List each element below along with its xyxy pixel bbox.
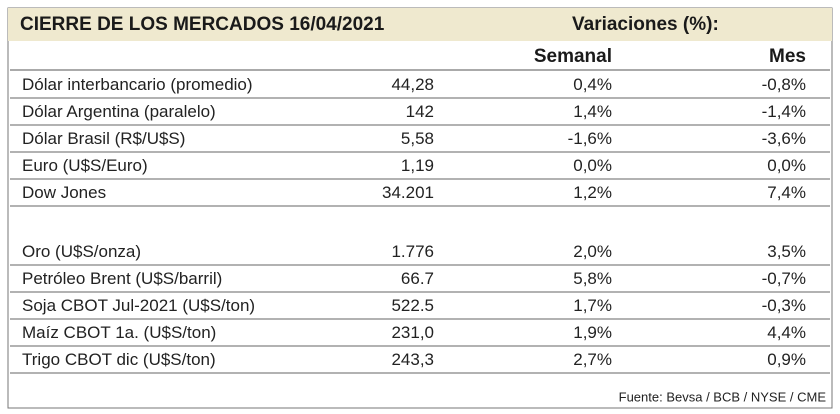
- column-header: Semanal: [534, 46, 612, 67]
- monthly-change: 4,4%: [767, 323, 806, 342]
- value: 66.7: [401, 269, 434, 288]
- row-label: Dólar Brasil (R$/U$S): [22, 129, 185, 148]
- row-label: Euro (U$S/Euro): [22, 156, 148, 175]
- weekly-change: 0,4%: [573, 75, 612, 94]
- monthly-change: -0,3%: [762, 296, 806, 315]
- weekly-change: -1,6%: [568, 129, 612, 148]
- subtitle: Variaciones (%):: [572, 14, 719, 35]
- value: 231,0: [391, 323, 434, 342]
- row-label: Oro (U$S/onza): [22, 242, 141, 261]
- weekly-change: 0,0%: [573, 156, 612, 175]
- monthly-change: 7,4%: [767, 183, 806, 202]
- row-label: Maíz CBOT 1a. (U$S/ton): [22, 323, 216, 342]
- row-label: Soja CBOT Jul-2021 (U$S/ton): [22, 296, 255, 315]
- monthly-change: -3,6%: [762, 129, 806, 148]
- weekly-change: 1,2%: [573, 183, 612, 202]
- value: 243,3: [391, 350, 434, 369]
- value: 1,19: [401, 156, 434, 175]
- row-label: Dólar Argentina (paralelo): [22, 102, 216, 121]
- monthly-change: 0,0%: [767, 156, 806, 175]
- monthly-change: -0,8%: [762, 75, 806, 94]
- weekly-change: 2,7%: [573, 350, 612, 369]
- weekly-change: 5,8%: [573, 269, 612, 288]
- source: Fuente: Bevsa / BCB / NYSE / CME: [619, 389, 827, 404]
- value: 522.5: [391, 296, 434, 315]
- row-label: Dow Jones: [22, 183, 106, 202]
- value: 1.776: [391, 242, 434, 261]
- weekly-change: 1,4%: [573, 102, 612, 121]
- header-band: [8, 8, 832, 41]
- monthly-change: -0,7%: [762, 269, 806, 288]
- column-header: Mes: [769, 46, 806, 67]
- weekly-change: 1,9%: [573, 323, 612, 342]
- weekly-change: 1,7%: [573, 296, 612, 315]
- monthly-change: 3,5%: [767, 242, 806, 261]
- row-label: Dólar interbancario (promedio): [22, 75, 253, 94]
- row-label: Trigo CBOT dic (U$S/ton): [22, 350, 216, 369]
- weekly-change: 2,0%: [573, 242, 612, 261]
- value: 44,28: [391, 75, 434, 94]
- frame: [7, 7, 833, 409]
- value: 5,58: [401, 129, 434, 148]
- monthly-change: -1,4%: [762, 102, 806, 121]
- value: 34.201: [382, 183, 434, 202]
- monthly-change: 0,9%: [767, 350, 806, 369]
- value: 142: [406, 102, 434, 121]
- row-label: Petróleo Brent (U$S/barril): [22, 269, 222, 288]
- title: CIERRE DE LOS MERCADOS 16/04/2021: [20, 14, 385, 35]
